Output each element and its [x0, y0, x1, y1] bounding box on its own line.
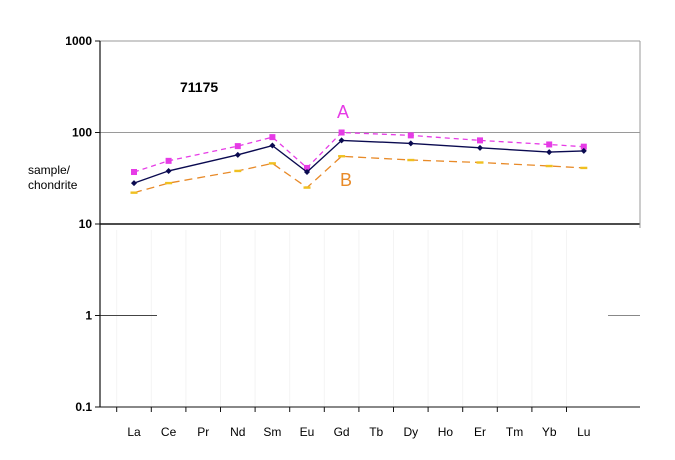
data-point-dash	[303, 186, 311, 189]
data-point-square	[407, 132, 414, 139]
data-point-dash	[234, 169, 242, 173]
data-point-diamond	[165, 167, 172, 174]
data-point-square	[304, 164, 310, 171]
x-tick-label: Lu	[577, 425, 590, 439]
data-point-dash	[580, 166, 588, 170]
x-tick-label: Tm	[506, 425, 523, 439]
data-point-dash	[407, 158, 415, 162]
x-tick-label: Sm	[263, 425, 281, 439]
x-tick-label: Yb	[542, 425, 557, 439]
data-point-dash	[476, 161, 484, 164]
series-layer	[130, 129, 588, 194]
chart-title: 71175	[180, 79, 218, 95]
data-point-square	[234, 143, 241, 150]
series-line-a	[133, 131, 584, 173]
y-tick-label: 100	[72, 126, 92, 140]
data-point-diamond	[304, 169, 310, 176]
data-point-square	[131, 169, 137, 176]
data-point-square	[580, 143, 587, 150]
data-point-diamond	[407, 140, 414, 147]
data-point-diamond	[269, 142, 276, 149]
y-tick-label: 10	[79, 217, 93, 231]
y-axis-label-line2: chondrite	[28, 178, 78, 192]
data-point-dash	[268, 162, 276, 165]
gridlines	[100, 132, 640, 407]
data-point-diamond	[580, 147, 587, 154]
x-tick-label: Eu	[300, 425, 315, 439]
x-tick-label: Ho	[438, 425, 454, 439]
series-line-measured	[133, 139, 584, 184]
data-point-square	[546, 141, 553, 148]
x-tick-label: Tb	[369, 425, 383, 439]
data-point-diamond	[234, 151, 241, 158]
x-tick-label: Nd	[230, 425, 245, 439]
y-tick-label: 1000	[65, 34, 92, 48]
data-point-diamond	[477, 144, 483, 151]
data-point-diamond	[131, 180, 137, 187]
x-tick-labels: La Ce Pr Nd Sm Eu Gd Tb Dy Ho Er Tm Yb Lu	[116, 407, 590, 439]
x-tick-label: Gd	[334, 425, 350, 439]
data-point-dash	[545, 164, 553, 168]
y-tick-label: 1	[85, 309, 92, 323]
data-point-diamond	[338, 137, 345, 144]
data-point-diamond	[546, 149, 553, 156]
x-tick-label: Dy	[403, 425, 418, 439]
y-tick-labels: 1000 100 10 1 0.1	[65, 34, 100, 414]
x-tick-label: Er	[474, 425, 486, 439]
y-axis-label-line1: sample/	[28, 163, 71, 177]
data-point-square	[477, 137, 483, 144]
series-a-label: A	[337, 102, 349, 122]
series-b-label: B	[340, 170, 352, 190]
x-tick-label: Ce	[161, 425, 177, 439]
x-tick-label: La	[127, 425, 141, 439]
data-point-dash	[165, 181, 173, 185]
data-point-square	[269, 134, 276, 141]
data-point-dash	[130, 191, 138, 194]
x-tick-label: Pr	[197, 425, 209, 439]
series-line-b	[133, 155, 584, 194]
data-point-dash	[338, 155, 346, 158]
data-point-square	[338, 129, 345, 136]
y-tick-label: 0.1	[75, 400, 92, 414]
data-point-square	[165, 157, 172, 164]
